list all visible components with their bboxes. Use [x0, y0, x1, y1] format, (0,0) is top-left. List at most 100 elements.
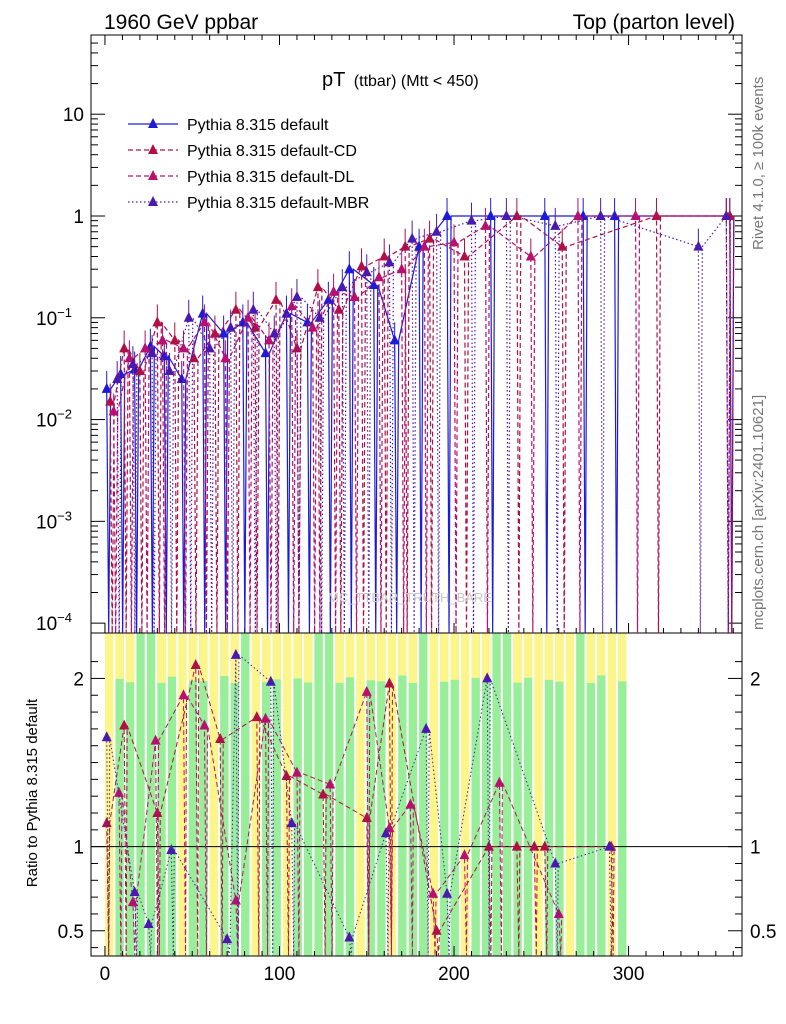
ratio-point	[511, 840, 522, 851]
series-line	[109, 214, 735, 634]
ratio-point	[405, 798, 416, 809]
legend-marker	[148, 144, 158, 154]
header-right: Top (parton level)	[573, 11, 735, 34]
ratio-band	[555, 633, 564, 956]
ratio-point	[222, 933, 233, 944]
ratio-uncertainty-bands	[104, 633, 627, 956]
data-point	[101, 382, 112, 393]
ratio-ylabel: Ratio to Pythia 8.315 default	[24, 698, 41, 887]
ratio-band-outer	[115, 633, 124, 679]
ratio-y-tick-label-right: 2	[750, 669, 761, 690]
ratio-point	[265, 675, 276, 686]
data-point	[112, 373, 123, 384]
ratio-band	[440, 633, 449, 956]
ratio-point	[550, 857, 561, 868]
data-point	[328, 285, 339, 296]
ratio-band-outer	[618, 633, 627, 682]
data-point	[199, 316, 210, 327]
ratio-band	[586, 633, 596, 956]
ratio-band	[534, 633, 543, 956]
ratio-point	[291, 766, 302, 777]
ratio-band	[597, 633, 606, 956]
axis-labels: 0 100 200 300 10 1 10−1 10−2 10−3 10−4 0.5 0.5 1 1 2 2	[36, 105, 776, 985]
ratio-point	[286, 817, 297, 828]
data-point	[424, 232, 435, 243]
ratio-point	[178, 689, 189, 700]
ratio-band	[408, 633, 418, 956]
ratio-y-tick-label: 2	[73, 669, 84, 690]
data-point	[344, 263, 355, 274]
ratio-point	[127, 896, 138, 907]
title-sub: (ttbar) (Mtt < 450)	[354, 73, 479, 90]
ratio-band	[565, 633, 575, 956]
ratio-band-outer	[440, 633, 449, 682]
ratio-band	[461, 633, 470, 956]
ratio-band-outer	[586, 633, 596, 683]
legend-marker	[148, 118, 158, 128]
data-point	[721, 209, 732, 220]
ratio-band	[230, 633, 240, 956]
ratio-band-outer	[262, 633, 271, 683]
series-line	[113, 214, 731, 634]
legend: Pythia 8.315 default Pythia 8.315 default…	[128, 117, 369, 212]
ratio-band	[199, 633, 208, 956]
ratio-band	[576, 633, 585, 956]
ratio-band	[398, 633, 407, 956]
data-point	[124, 352, 135, 363]
ratio-band-outer	[366, 633, 376, 681]
ratio-band	[513, 633, 522, 956]
ratio-point	[421, 722, 432, 733]
ratio-band	[251, 633, 260, 956]
data-point	[314, 311, 325, 322]
data-point	[188, 352, 199, 363]
ratio-band	[157, 633, 166, 956]
ratio-point	[101, 731, 112, 742]
ratio-band	[419, 633, 428, 956]
data-point	[539, 209, 550, 220]
axis-ticks	[91, 34, 742, 956]
data-point	[157, 334, 168, 345]
ratio-point	[459, 849, 470, 860]
ratio-band	[220, 633, 229, 956]
data-point	[485, 209, 496, 220]
ratio-band-outer	[450, 633, 459, 680]
ratio-point	[483, 840, 494, 851]
y-tick-label: 1	[73, 207, 84, 228]
data-point	[127, 358, 138, 369]
ratio-y-tick-label: 1	[73, 838, 84, 859]
data-point	[349, 291, 360, 302]
data-point	[243, 311, 254, 322]
ratio-y-tick-label-right: 0.5	[750, 922, 776, 943]
ratio-point	[604, 840, 615, 851]
ratio-band	[523, 633, 533, 956]
y-tick-label: 10−2	[36, 407, 72, 432]
ratio-point	[494, 776, 505, 787]
ratio-band	[544, 633, 554, 956]
ratio-point	[150, 734, 161, 745]
data-point	[197, 307, 208, 318]
data-point	[271, 293, 282, 304]
ratio-band	[356, 633, 365, 956]
y-tick-label: 10−1	[36, 305, 72, 330]
y-tick-label: 10−3	[36, 508, 72, 533]
ratio-point	[166, 844, 177, 855]
ratio-band	[241, 633, 250, 956]
data-point	[140, 342, 151, 353]
data-point	[525, 250, 536, 261]
ratio-series-group	[101, 648, 617, 957]
data-point	[407, 232, 418, 243]
data-point	[651, 209, 662, 220]
data-point	[693, 240, 704, 251]
ratio-band-outer	[303, 633, 313, 683]
data-point	[218, 327, 229, 338]
ratio-point	[119, 719, 130, 730]
ratio-band	[481, 633, 491, 956]
ratio-point	[442, 887, 453, 898]
ratio-band	[387, 633, 397, 956]
ratio-y-tick-label: 0.5	[58, 922, 84, 943]
ratio-y-tick-label-right: 1	[750, 838, 761, 859]
data-point	[225, 321, 236, 332]
data-point	[449, 236, 460, 247]
legend-marker	[148, 196, 158, 206]
